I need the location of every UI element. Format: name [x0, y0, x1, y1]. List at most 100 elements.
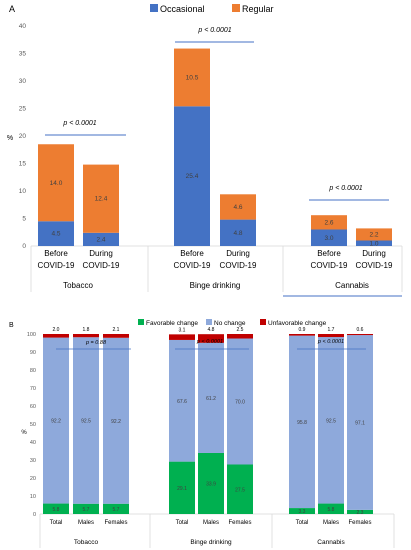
- y-axis-title: %: [21, 430, 27, 436]
- bar-segment-no-change: [73, 337, 99, 504]
- x-tick-label: COVID-19: [174, 261, 211, 270]
- data-label-favorable-change: 27.5: [235, 487, 245, 493]
- y-tick-label: 10: [19, 188, 27, 195]
- y-tick-label: 80: [30, 368, 36, 374]
- y-tick-label: 20: [19, 133, 27, 140]
- bar-segment-unfavorable-change: [289, 334, 315, 336]
- y-tick-label: 0: [33, 512, 36, 518]
- bar-segment-no-change: [198, 342, 224, 453]
- y-tick-label: 60: [30, 404, 36, 410]
- y-tick-label: 30: [19, 78, 27, 85]
- x-tick-label: Total: [50, 520, 63, 526]
- data-label-unfavorable-change: 4.8: [208, 327, 215, 333]
- bar-segment-no-change: [289, 335, 315, 509]
- bar-segment-unfavorable-change: [169, 334, 195, 340]
- y-tick-label: 0: [22, 243, 26, 250]
- bar-segment-occasional: [38, 221, 74, 246]
- data-label-regular: 2.2: [369, 231, 378, 238]
- x-tick-label: Males: [323, 520, 339, 526]
- data-label-favorable-change: 5.7: [83, 507, 90, 513]
- x-tick-label: Before: [180, 249, 204, 258]
- data-label-favorable-change: 5.8: [328, 507, 335, 513]
- p-value-label: p < 0.0001: [196, 339, 223, 345]
- x-tick-label: COVID-19: [356, 261, 393, 270]
- x-tick-label: Before: [44, 249, 68, 258]
- bar-segment-regular: [174, 48, 210, 107]
- x-tick-label: COVID-19: [38, 261, 75, 270]
- legend-swatch-no-change: [206, 319, 212, 325]
- bar-segment-unfavorable-change: [347, 334, 373, 336]
- group-label: Binge drinking: [190, 281, 241, 290]
- bar-segment-regular: [38, 144, 74, 222]
- bar-segment-unfavorable-change: [318, 334, 344, 338]
- p-value-label: p < 0.0001: [328, 185, 362, 192]
- bar-segment-favorable-change: [289, 508, 315, 514]
- bar-segment-no-change: [169, 339, 195, 462]
- data-label-regular: 12.4: [95, 196, 108, 203]
- data-label-unfavorable-change: 2.1: [113, 327, 120, 333]
- data-label-regular: 2.6: [324, 219, 333, 226]
- bar-segment-no-change: [43, 337, 69, 504]
- data-label-regular: 10.5: [186, 74, 199, 81]
- bar-segment-favorable-change: [318, 503, 344, 514]
- data-label-unfavorable-change: 0.9: [299, 327, 306, 333]
- group-label: Cannabis: [317, 539, 345, 546]
- data-label-unfavorable-change: 2.5: [237, 327, 244, 333]
- bar-segment-unfavorable-change: [227, 334, 253, 339]
- y-axis-title: %: [7, 135, 13, 142]
- bar-segment-occasional: [174, 106, 210, 246]
- data-label-favorable-change: 5.7: [113, 507, 120, 513]
- bar-segment-unfavorable-change: [73, 334, 99, 338]
- data-label-occasional: 25.4: [186, 173, 199, 180]
- y-tick-label: 100: [27, 332, 36, 338]
- bar-segment-unfavorable-change: [103, 334, 129, 338]
- panel-b-label: B: [9, 322, 14, 329]
- panel-a-label: A: [9, 4, 15, 14]
- p-value-label: p < 0.0001: [317, 339, 344, 345]
- bar-segment-no-change: [103, 337, 129, 504]
- bar-segment-favorable-change: [103, 503, 129, 514]
- data-label-unfavorable-change: 1.8: [83, 327, 90, 333]
- data-label-no-change: 92.5: [81, 418, 91, 424]
- p-value-label: p < 0.0001: [197, 27, 231, 34]
- legend-swatch-unfavorable-change: [260, 319, 266, 325]
- data-label-occasional: 4.5: [51, 231, 60, 238]
- bar-segment-favorable-change: [347, 509, 373, 514]
- x-tick-label: Males: [203, 520, 219, 526]
- bar-segment-regular: [311, 215, 347, 230]
- bar-segment-no-change: [347, 335, 373, 510]
- bar-segment-favorable-change: [169, 461, 195, 514]
- data-label-unfavorable-change: 0.6: [357, 327, 364, 333]
- legend-label-regular: Regular: [242, 4, 274, 14]
- legend-label-no-change: No change: [214, 320, 246, 327]
- data-label-no-change: 61.2: [206, 396, 216, 402]
- y-tick-label: 30: [30, 458, 36, 464]
- legend-swatch-regular: [232, 4, 240, 12]
- data-label-favorable-change: 29.1: [177, 486, 187, 492]
- bar-segment-favorable-change: [43, 503, 69, 514]
- group-label: Tobacco: [74, 539, 99, 546]
- x-tick-label: During: [226, 249, 250, 258]
- x-tick-label: Before: [317, 249, 341, 258]
- y-tick-label: 40: [30, 440, 36, 446]
- y-tick-label: 90: [30, 350, 36, 356]
- data-label-no-change: 97.1: [355, 420, 365, 426]
- x-tick-label: During: [362, 249, 386, 258]
- y-tick-label: 50: [30, 422, 36, 428]
- legend-label-favorable-change: Favorable change: [146, 320, 198, 327]
- group-label: Binge drinking: [190, 539, 232, 546]
- bar-segment-occasional: [356, 240, 392, 246]
- legend-label-unfavorable-change: Unfavorable change: [268, 320, 327, 327]
- bar-segment-occasional: [220, 219, 256, 246]
- bar-segment-regular: [220, 194, 256, 220]
- bar-segment-favorable-change: [73, 503, 99, 514]
- data-label-unfavorable-change: 2.0: [53, 327, 60, 333]
- data-label-regular: 4.6: [233, 204, 242, 211]
- y-tick-label: 25: [19, 106, 27, 113]
- data-label-no-change: 92.2: [51, 419, 61, 425]
- data-label-unfavorable-change: 3.1: [179, 327, 186, 333]
- bar-segment-favorable-change: [227, 464, 253, 514]
- data-label-regular: 14.0: [50, 180, 63, 187]
- group-label: Tobacco: [63, 281, 93, 290]
